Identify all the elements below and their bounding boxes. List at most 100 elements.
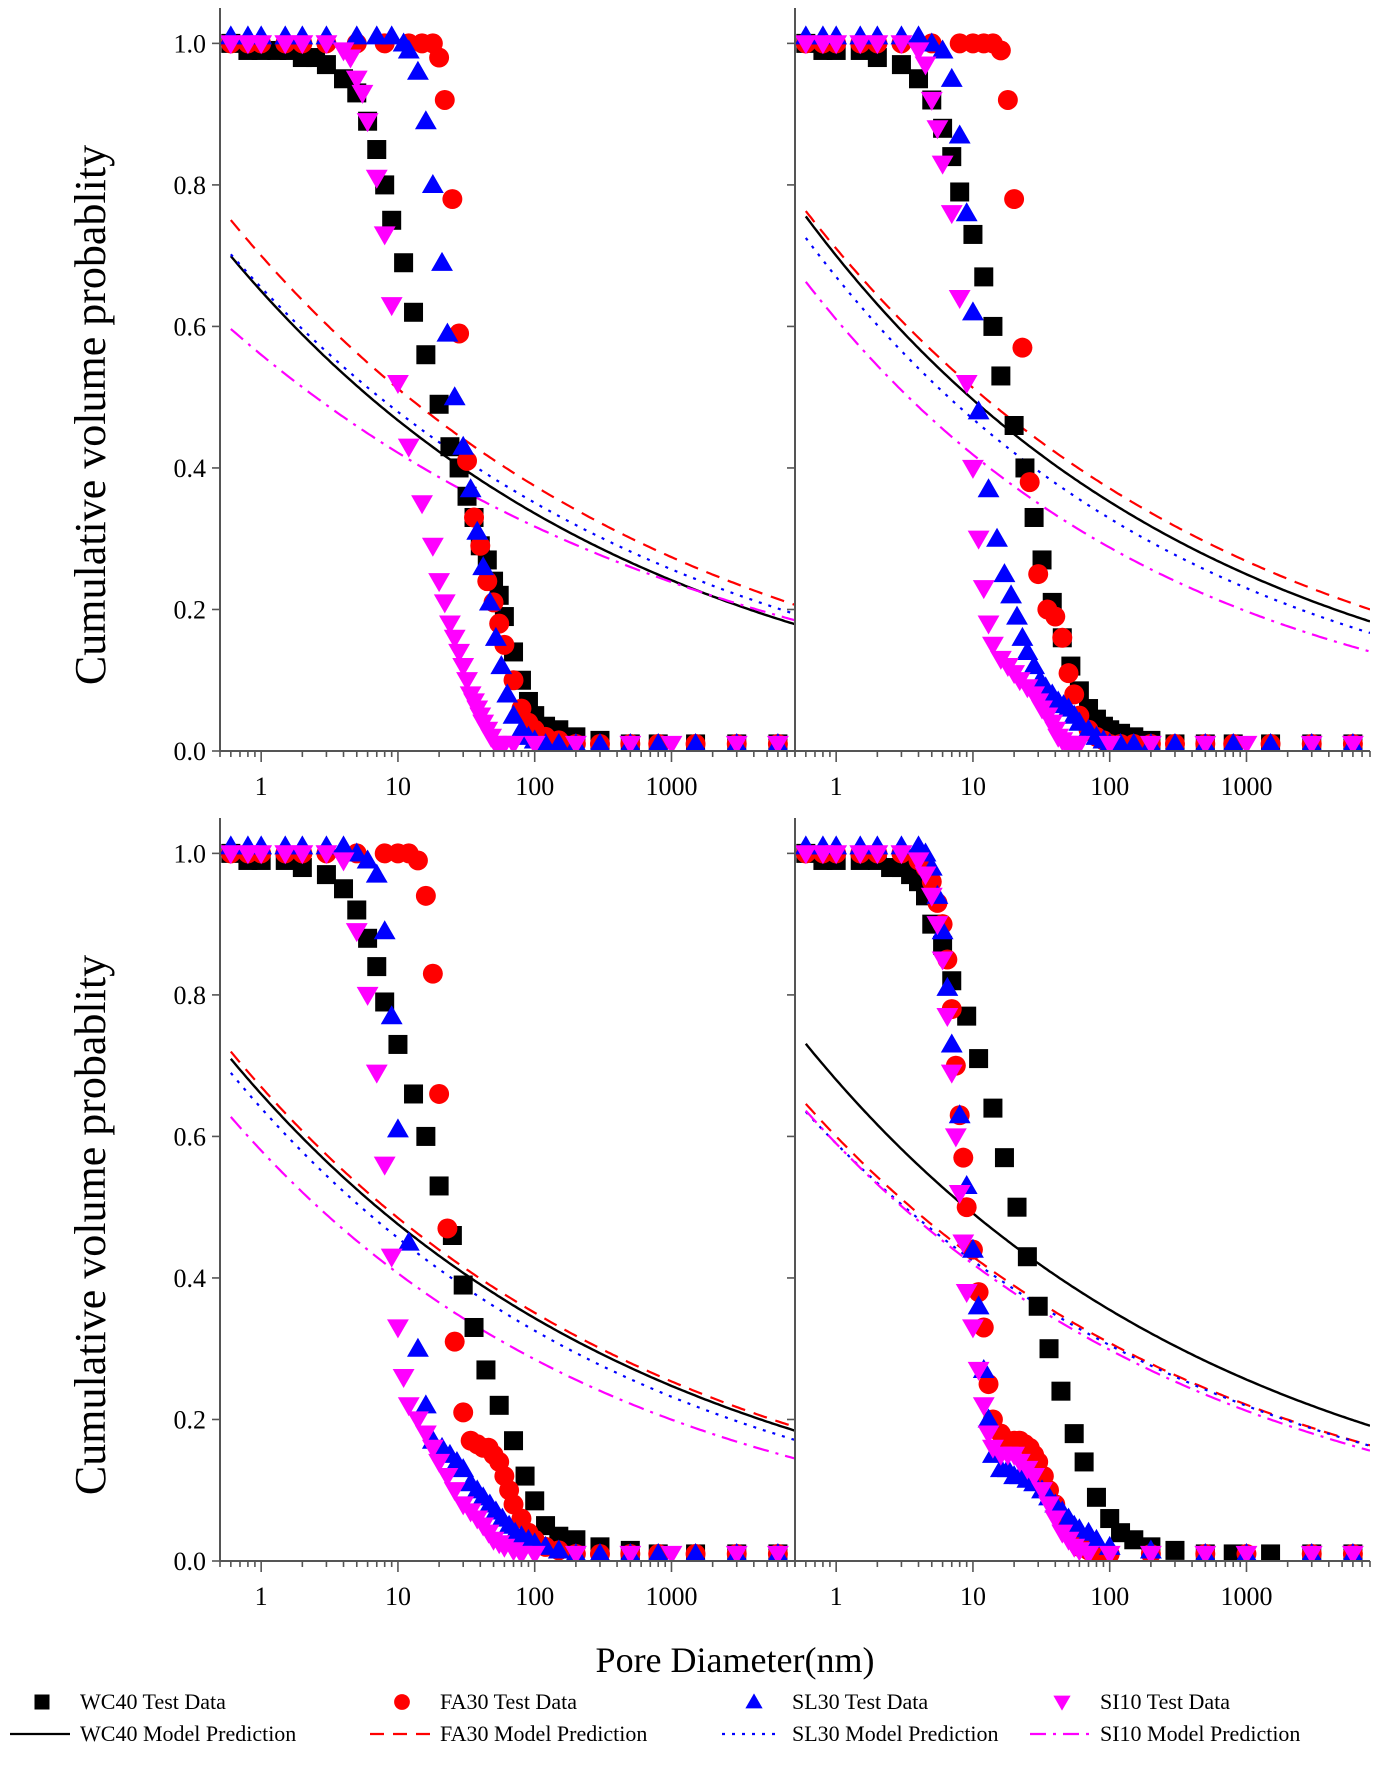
data-point-sl30 — [380, 25, 403, 45]
data-point-si10 — [940, 1064, 963, 1084]
data-point-sl30 — [940, 1033, 963, 1053]
data-point-wc40 — [969, 1049, 989, 1069]
data-point-sl30 — [1110, 732, 1131, 751]
data-point-si10 — [977, 615, 1000, 635]
data-point-si10 — [967, 530, 990, 550]
data-point-fa30 — [1052, 627, 1073, 648]
data-point-wc40 — [994, 1148, 1014, 1168]
data-point-si10 — [725, 735, 748, 751]
data-point-fa30 — [489, 613, 510, 634]
x-tick-label: 100 — [1090, 1582, 1129, 1611]
data-point-sl30 — [1000, 584, 1022, 604]
data-point-si10 — [972, 1397, 995, 1417]
data-point-si10 — [962, 1319, 984, 1339]
data-point-sl30 — [443, 386, 466, 406]
x-tick-label: 1 — [830, 1582, 843, 1611]
data-point-si10 — [920, 887, 943, 907]
data-point-wc40 — [525, 1491, 545, 1511]
data-point-si10 — [795, 845, 817, 865]
panel-bottom-left: 1 10 100 1000 0.0 0.2 0.4 0.6 0.8 1.0 — [174, 818, 796, 1611]
data-point-fa30 — [997, 90, 1018, 110]
data-point-si10 — [356, 986, 379, 1006]
data-point-fa30 — [453, 1402, 474, 1423]
data-point-fa30 — [415, 885, 436, 906]
data-point-fa30 — [1058, 663, 1079, 684]
data-point-si10 — [365, 1064, 388, 1084]
data-point-si10 — [825, 35, 848, 55]
data-point-sl30 — [356, 849, 379, 869]
data-point-si10 — [866, 845, 889, 865]
data-point-wc40 — [404, 302, 424, 322]
data-point-sl30 — [907, 25, 930, 45]
data-point-sl30 — [332, 835, 355, 855]
data-point-sl30 — [977, 478, 1000, 498]
data-point-si10 — [456, 672, 478, 692]
data-point-sl30 — [948, 124, 971, 144]
data-point-fa30 — [437, 1218, 458, 1239]
data-point-si10 — [250, 845, 273, 865]
data-point-fa30 — [444, 1331, 465, 1352]
data-point-si10 — [291, 35, 314, 55]
data-point-si10 — [1139, 735, 1162, 751]
y-axis-title-top: Cumulative volume probablity — [66, 145, 115, 685]
data-point-sl30 — [936, 976, 959, 996]
data-point-si10 — [660, 1545, 683, 1561]
data-point-sl30 — [496, 683, 519, 703]
data-point-wc40 — [504, 1431, 524, 1451]
data-point-sl30 — [685, 1542, 706, 1561]
model-line-fa30 — [229, 1050, 795, 1428]
data-point-sl30 — [365, 25, 388, 45]
data-point-si10 — [1235, 735, 1258, 751]
legend-label: WC40 Model Prediction — [80, 1721, 296, 1746]
legend-label: SL30 Test Data — [792, 1689, 928, 1714]
data-point-wc40 — [476, 1360, 496, 1380]
data-point-si10 — [948, 290, 971, 310]
data-point-si10 — [1300, 1545, 1323, 1561]
data-point-si10 — [1098, 735, 1121, 751]
legend-item-fa30-test: FA30 Test Data — [394, 1689, 577, 1714]
data-point-wc40 — [453, 1275, 473, 1295]
model-line-sl30 — [804, 1111, 1370, 1447]
axes: 1 10 100 1000 — [787, 8, 1371, 801]
model-line-fa30 — [804, 210, 1370, 611]
panel-bottom-right: 1 10 100 1000 — [787, 818, 1371, 1611]
data-point-wc40 — [394, 253, 414, 273]
x-tick-label: 1 — [255, 1582, 268, 1611]
model-line-wc40 — [229, 1058, 795, 1432]
axes: 1 10 100 1000 0.0 0.2 0.4 0.6 0.8 1.0 — [174, 818, 796, 1611]
data-point-fa30 — [407, 850, 428, 871]
data-point-si10 — [948, 1184, 971, 1204]
data-point-sl30 — [535, 732, 556, 751]
data-point-si10 — [944, 1128, 967, 1148]
series-si10 — [795, 845, 1364, 1561]
data-point-si10 — [345, 70, 368, 90]
data-point-si10 — [428, 1453, 451, 1473]
data-point-si10 — [397, 1397, 420, 1417]
data-point-sl30 — [1016, 641, 1039, 661]
data-point-sl30 — [1023, 655, 1046, 675]
series-si10 — [220, 845, 789, 1561]
data-point-si10 — [339, 49, 362, 69]
data-point-si10 — [523, 735, 546, 751]
x-tick-label: 100 — [515, 1582, 554, 1611]
data-point-si10 — [955, 374, 978, 394]
data-point-si10 — [1038, 1496, 1060, 1516]
data-point-sl30 — [490, 655, 513, 675]
data-point-fa30 — [1045, 606, 1066, 627]
y-tick-label: 0.4 — [174, 454, 207, 483]
data-point-sl30 — [436, 322, 459, 342]
data-point-si10 — [392, 1368, 415, 1388]
data-point-wc40 — [429, 1176, 449, 1196]
model-line-sl30 — [804, 237, 1370, 634]
data-point-si10 — [1139, 1545, 1162, 1561]
y-tick-label: 0.2 — [174, 1405, 207, 1434]
data-point-sl30 — [547, 1539, 570, 1559]
legend-label: SI10 Test Data — [1100, 1689, 1230, 1714]
data-point-si10 — [725, 1545, 748, 1561]
data-point-si10 — [766, 1545, 789, 1561]
data-point-wc40 — [1051, 1381, 1071, 1401]
data-point-si10 — [502, 735, 525, 751]
y-axis-title-bottom: Cumulative volume probablity — [66, 955, 115, 1495]
